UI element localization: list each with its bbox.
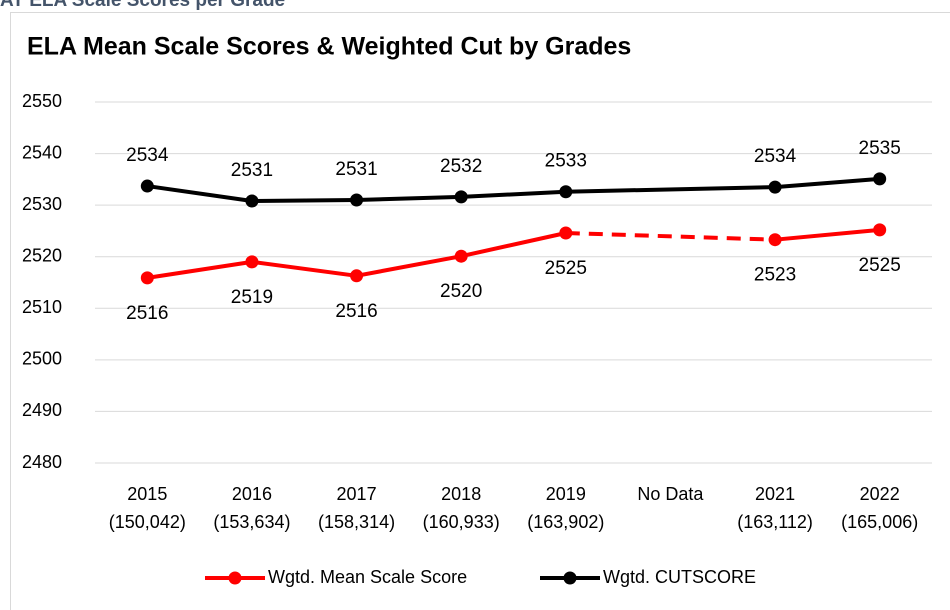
y-tick-label: 2520 xyxy=(22,245,62,265)
x-tick-label: 2016 xyxy=(232,484,272,504)
y-tick-label: 2510 xyxy=(22,297,62,317)
x-tick-label: 2018 xyxy=(441,484,481,504)
legend-label: Wgtd. Mean Scale Score xyxy=(268,567,467,587)
gap-connector xyxy=(565,230,776,242)
y-tick-label: 2480 xyxy=(22,452,62,472)
x-tick-label: 2022 xyxy=(860,484,900,504)
x-tick-sublabel: (163,112) xyxy=(737,512,813,532)
x-tick-label: 2021 xyxy=(755,484,795,504)
legend-marker xyxy=(563,571,577,585)
data-label: 2516 xyxy=(335,301,377,322)
data-point xyxy=(559,185,573,199)
data-label: 2533 xyxy=(545,151,587,172)
x-tick-label: 2019 xyxy=(546,484,586,504)
series-line xyxy=(774,227,880,242)
data-point xyxy=(140,271,154,285)
section-heading: AT ELA Scale Scores per Grade xyxy=(0,0,285,11)
x-tick-sublabel: (150,042) xyxy=(109,512,186,532)
data-label: 2516 xyxy=(126,303,168,324)
data-label: 2523 xyxy=(754,265,796,286)
data-label: 2520 xyxy=(440,281,482,302)
data-point xyxy=(768,233,782,247)
x-tick-sublabel: (158,314) xyxy=(318,512,395,532)
x-tick-label: No Data xyxy=(637,484,704,504)
data-point xyxy=(559,226,573,240)
y-tick-label: 2550 xyxy=(22,91,62,111)
x-tick-sublabel: (153,634) xyxy=(213,512,290,532)
data-label: 2535 xyxy=(859,138,901,159)
y-tick-label: 2530 xyxy=(22,194,62,214)
data-point xyxy=(454,190,468,204)
data-point xyxy=(245,255,259,269)
x-tick-sublabel: (160,933) xyxy=(423,512,500,532)
y-tick-label: 2490 xyxy=(22,400,62,420)
data-point xyxy=(350,193,364,207)
x-tick-label: 2015 xyxy=(127,484,167,504)
data-point xyxy=(350,269,364,283)
series-line xyxy=(774,176,880,190)
chart-frame xyxy=(10,12,950,610)
gap-connector xyxy=(565,185,776,194)
chart-title: ELA Mean Scale Scores & Weighted Cut by … xyxy=(27,33,631,61)
data-label: 2531 xyxy=(335,159,377,180)
data-label: 2519 xyxy=(231,287,273,308)
data-point xyxy=(873,223,887,237)
data-label: 2531 xyxy=(231,160,273,181)
data-label: 2534 xyxy=(126,145,169,166)
data-point xyxy=(873,172,887,186)
data-point xyxy=(140,179,154,193)
x-tick-label: 2017 xyxy=(337,484,377,504)
data-label: 2525 xyxy=(545,258,587,279)
y-tick-label: 2500 xyxy=(22,349,62,369)
y-tick-label: 2540 xyxy=(22,142,62,162)
data-label: 2534 xyxy=(754,146,797,167)
data-label: 2532 xyxy=(440,156,482,177)
legend-label: Wgtd. CUTSCORE xyxy=(603,567,756,587)
data-label: 2525 xyxy=(859,255,901,276)
x-tick-sublabel: (163,902) xyxy=(527,512,604,532)
x-tick-sublabel: (165,006) xyxy=(841,512,918,532)
data-point xyxy=(454,249,468,263)
data-point xyxy=(245,194,259,208)
data-point xyxy=(768,180,782,194)
legend-marker xyxy=(228,571,242,585)
